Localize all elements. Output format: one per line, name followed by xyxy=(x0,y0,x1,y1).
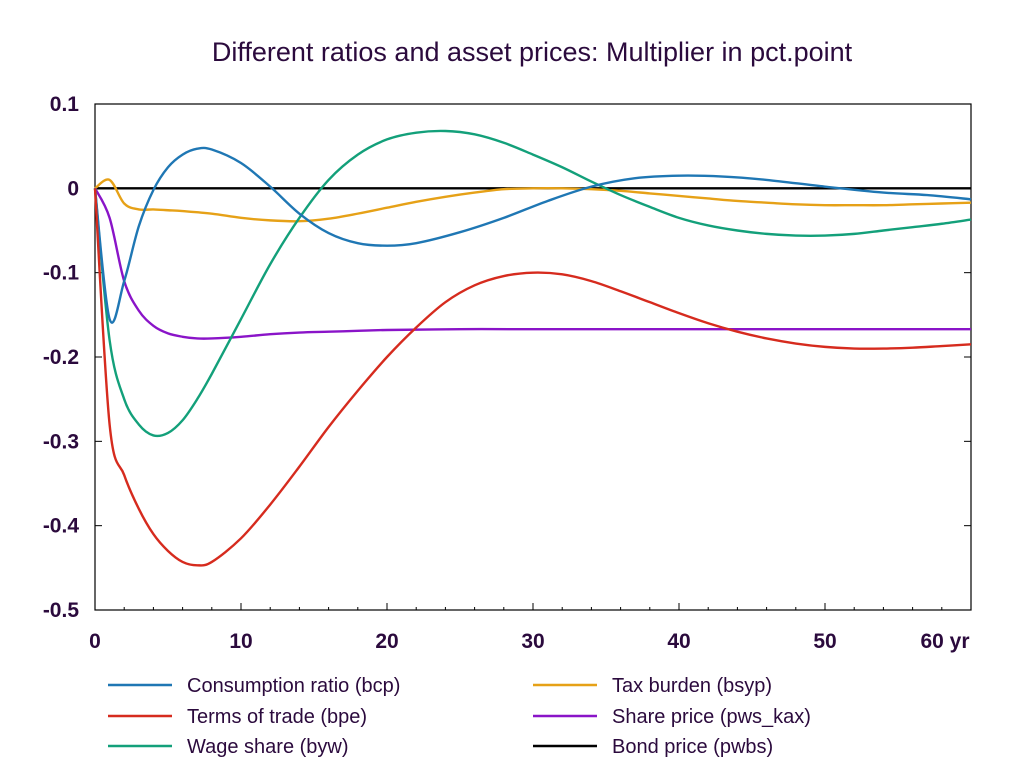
y-tick-label: -0.2 xyxy=(43,346,79,369)
chart-title: Different ratios and asset prices: Multi… xyxy=(212,37,853,67)
legend-label-bond-price-pwbs: Bond price (pwbs) xyxy=(612,736,773,758)
legend-label-terms-of-trade-bpe: Terms of trade (bpe) xyxy=(187,706,367,728)
series-line-tax-burden-bsyp xyxy=(94,178,972,223)
plot-area: 0.1 0 -0.1 -0.2 -0.3 -0.4 -0.5 0 10 20 30 40 50 60 yr xyxy=(43,93,972,653)
x-tick-label: 0 xyxy=(89,630,101,653)
x-tick-label: 60 yr xyxy=(920,630,969,653)
plot-frame xyxy=(94,103,972,611)
y-tick-label: -0.4 xyxy=(43,515,80,538)
x-tick-label: 50 xyxy=(813,630,836,653)
legend-label-tax-burden-bsyp: Tax burden (bsyp) xyxy=(612,675,772,697)
legend-label-consumption-ratio-bcp: Consumption ratio (bcp) xyxy=(187,675,400,697)
legend-label-share-price-pws-kax: Share price (pws_kax) xyxy=(612,706,811,728)
series-line-consumption-ratio-bcp xyxy=(93,146,972,324)
x-tick-label: 20 xyxy=(375,630,398,653)
y-tick-label: -0.1 xyxy=(43,262,80,285)
series-line-share-price-pws-kax xyxy=(93,187,971,340)
y-tick-label: 0.1 xyxy=(50,93,80,116)
y-tick-label: 0 xyxy=(67,177,79,200)
x-tick-label: 40 xyxy=(667,630,690,653)
x-tick-label: 10 xyxy=(229,630,252,653)
legend: Consumption ratio (bcp) Terms of trade (b… xyxy=(108,675,811,758)
x-tick-label: 30 xyxy=(521,630,544,653)
series-line-terms-of-trade-bpe xyxy=(93,188,972,567)
y-tick-label: -0.5 xyxy=(43,599,80,622)
series-line-wage-share-byw xyxy=(93,129,972,438)
y-tick-label: -0.3 xyxy=(43,430,79,453)
legend-label-wage-share-byw: Wage share (byw) xyxy=(187,736,349,758)
